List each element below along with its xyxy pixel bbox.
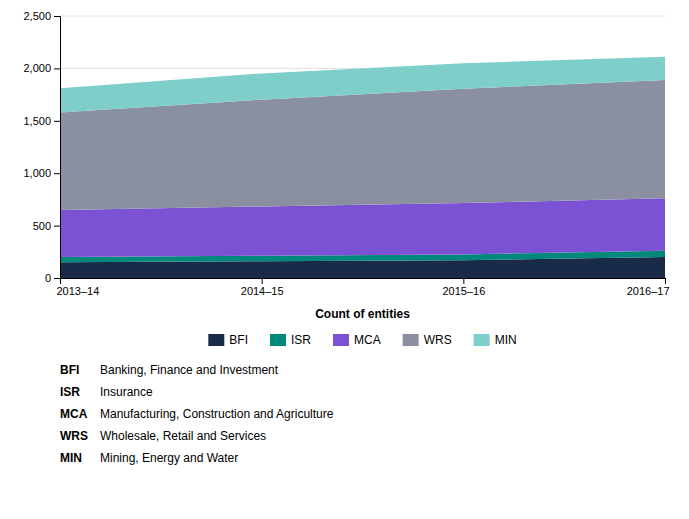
annotation-text: Mining, Energy and Water (100, 451, 238, 465)
tick-label: 0 (45, 272, 51, 284)
annotation-label: ISR (60, 385, 80, 399)
x-tick: 2014–15 (241, 278, 284, 297)
legend-item: MCA (333, 333, 381, 347)
legend: BFI ISR MCA WRS MIN (208, 333, 516, 347)
x-axis-title: Count of entities (315, 307, 410, 321)
chart: 05001,0001,5002,0002,5002013–142014–1520… (0, 0, 689, 519)
tick-label: 500 (33, 220, 51, 232)
annotation-label: MIN (60, 451, 82, 465)
legend-label: WRS (424, 333, 452, 347)
x-axis: 2013–14 2014–15 2015–16 2016–17 (57, 278, 670, 297)
tick-mark (463, 278, 464, 284)
tick-label: 2013–14 (57, 285, 100, 297)
annotation-text: Banking, Finance and Investment (100, 363, 279, 377)
x-tick: 2015–16 (442, 278, 485, 297)
annotation-label: WRS (60, 429, 88, 443)
area (60, 57, 665, 113)
tick-label: 2016–17 (627, 285, 670, 297)
axis-domain (61, 279, 666, 285)
axis-domain (54, 17, 61, 279)
annotation-text: Insurance (100, 385, 153, 399)
grid (60, 16, 665, 278)
annotation-label: MCA (60, 407, 88, 421)
legend-label: MIN (495, 333, 517, 347)
legend-label: BFI (229, 333, 248, 347)
y-tick: 2,000 (23, 62, 60, 74)
legend-swatch (270, 334, 286, 346)
y-tick: 1,000 (23, 167, 60, 179)
tick-mark (665, 278, 666, 284)
plot: 05001,0001,5002,0002,5002013–142014–1520… (23, 10, 669, 297)
annotations: BFI Banking, Finance and Investment ISR Ins… (60, 363, 334, 465)
tick-mark (54, 173, 60, 174)
areas (60, 57, 665, 278)
tick-mark (60, 278, 61, 284)
x-tick: 2013–14 (57, 278, 100, 297)
legend-swatch (208, 334, 224, 346)
legend-label: MCA (354, 333, 381, 347)
tick-mark (54, 278, 60, 279)
tick-mark (54, 68, 60, 69)
legend-item: WRS (403, 333, 452, 347)
legend-label: ISR (291, 333, 311, 347)
tick-label: 2,500 (23, 10, 51, 22)
tick-mark (54, 226, 60, 227)
legend-item: ISR (270, 333, 311, 347)
grid-line (60, 16, 665, 17)
tick-label: 1,000 (23, 167, 51, 179)
annotation-label: BFI (60, 363, 79, 377)
y-tick: 500 (33, 220, 60, 232)
tick-label: 2015–16 (442, 285, 485, 297)
y-tick: 0 (45, 272, 60, 284)
tick-mark (54, 121, 60, 122)
legend-swatch (403, 334, 419, 346)
y-axis: 0 500 1,000 1,500 2,000 2,500 (23, 10, 60, 284)
legend-swatch (474, 334, 490, 346)
tick-mark (54, 16, 60, 17)
legend-item: MIN (474, 333, 517, 347)
tick-label: 2,000 (23, 62, 51, 74)
annotation-text: Manufacturing, Construction and Agricult… (100, 407, 334, 421)
legend-item: BFI (208, 333, 248, 347)
tick-mark (262, 278, 263, 284)
annotation-text: Wholesale, Retail and Services (100, 429, 266, 443)
tick-label: 1,500 (23, 115, 51, 127)
y-tick: 2,500 (23, 10, 60, 22)
legend-swatch (333, 334, 349, 346)
tick-label: 2014–15 (241, 285, 284, 297)
y-tick: 1,500 (23, 115, 60, 127)
x-tick: 2016–17 (627, 278, 670, 297)
